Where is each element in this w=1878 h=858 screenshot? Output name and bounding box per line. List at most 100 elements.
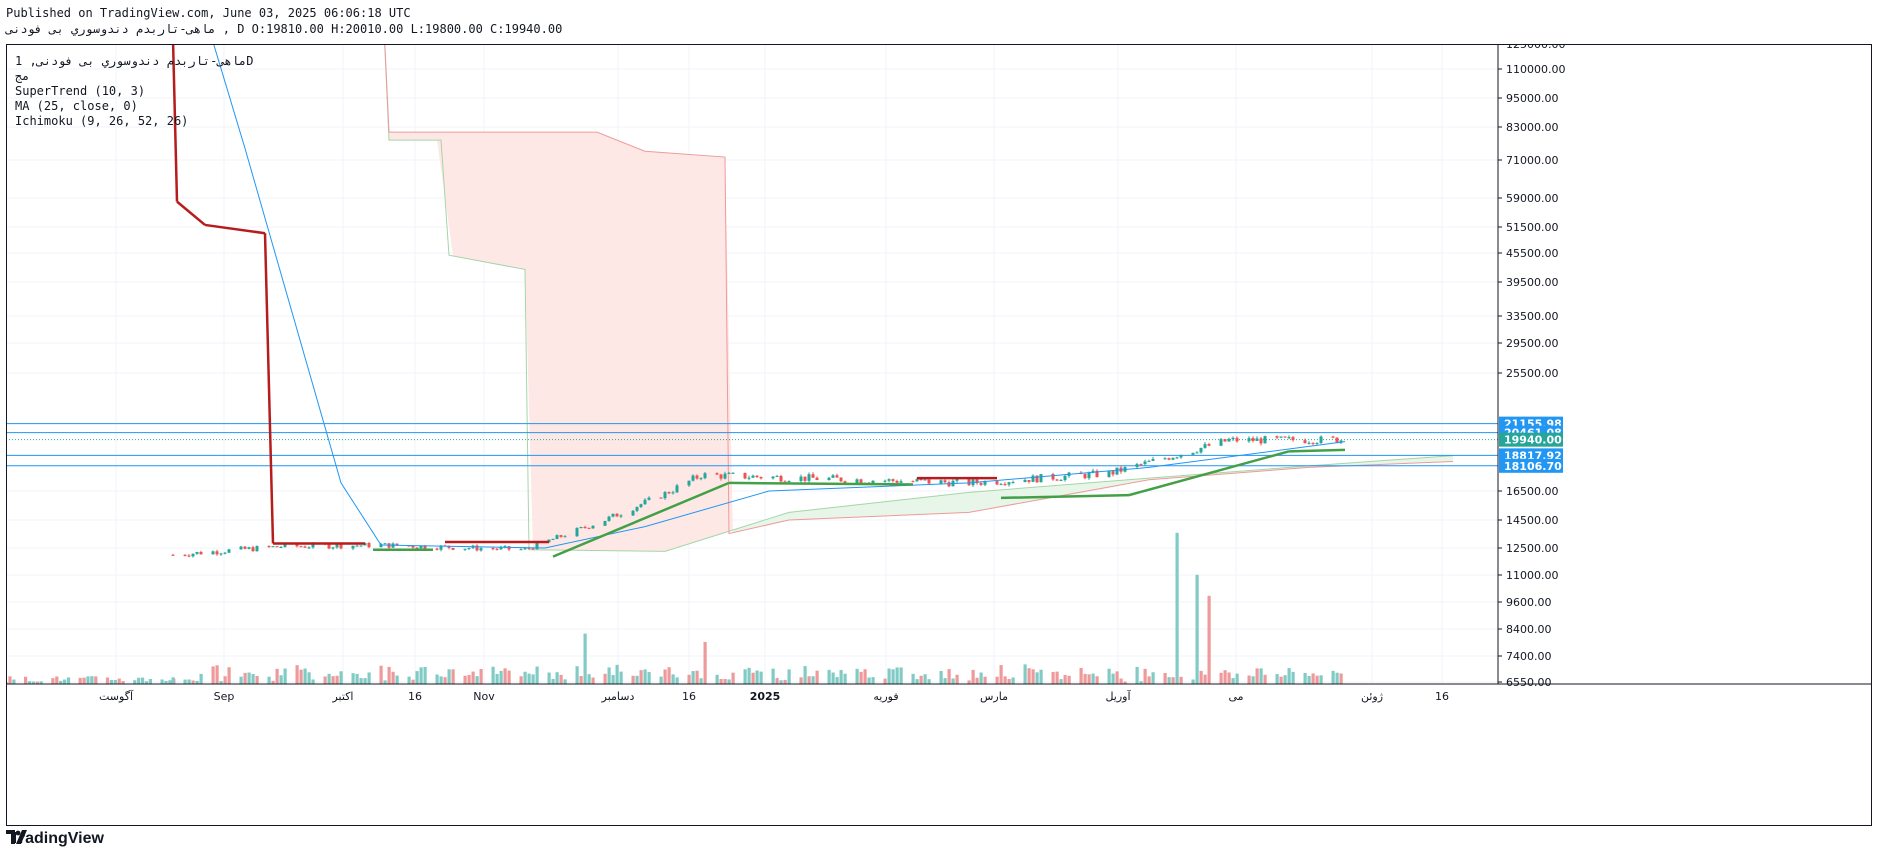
volume-bar bbox=[443, 677, 447, 684]
chart-frame[interactable]: 125000.00 110000.00 95000.00 83000.00 71000.… bbox=[6, 44, 1872, 826]
candle-body bbox=[1255, 438, 1259, 441]
tradingview-logo[interactable]: TradingView bbox=[6, 830, 104, 848]
candle-body bbox=[1195, 452, 1199, 454]
cloud-segment bbox=[549, 132, 557, 551]
candle-body bbox=[1235, 437, 1239, 442]
volume-bar bbox=[227, 667, 231, 684]
legend-symbol: ماهی-تاربدم دندوسوري بی فودنی, 1D bbox=[15, 54, 254, 68]
candle-body bbox=[1207, 444, 1211, 446]
candle-body bbox=[1311, 442, 1315, 444]
y-tick-label: 71000.00 bbox=[1506, 154, 1559, 167]
candle-body bbox=[1171, 457, 1175, 460]
legend-supertrend[interactable]: SuperTrend (10, 3) bbox=[15, 84, 146, 98]
cloud-segment bbox=[893, 499, 901, 516]
candle-body bbox=[975, 479, 979, 484]
candle-body bbox=[783, 481, 787, 483]
volume-bar bbox=[523, 671, 527, 684]
candle-body bbox=[859, 479, 863, 484]
volume-bar bbox=[121, 681, 125, 684]
volume-bar bbox=[887, 668, 891, 684]
candle-body bbox=[1259, 438, 1263, 444]
candle-body bbox=[1039, 474, 1043, 483]
candlestick-chart[interactable]: 125000.00 110000.00 95000.00 83000.00 71000.… bbox=[6, 44, 1872, 826]
volume-bar bbox=[199, 673, 203, 684]
volume-bar bbox=[967, 680, 971, 684]
candle-body bbox=[219, 553, 223, 555]
volume-bar bbox=[591, 677, 595, 684]
volume-bar bbox=[411, 679, 415, 684]
volume-bar bbox=[141, 677, 145, 684]
cloud-segment bbox=[861, 503, 869, 517]
candle-body bbox=[715, 473, 719, 475]
cloud-segment bbox=[917, 497, 925, 515]
cloud-segment bbox=[973, 491, 981, 512]
volume-bar bbox=[815, 670, 819, 684]
volume-bar bbox=[1119, 678, 1123, 684]
volume-bar bbox=[475, 676, 479, 684]
cloud-segment bbox=[941, 494, 949, 514]
x-tick-label: فوریه bbox=[873, 690, 898, 703]
horizontal-levels bbox=[6, 423, 1498, 467]
volume-bar bbox=[255, 675, 259, 684]
candle-body bbox=[619, 515, 623, 517]
volume-bar bbox=[647, 672, 651, 684]
candle-body bbox=[979, 483, 983, 485]
candle-body bbox=[1135, 464, 1139, 467]
volume-bar bbox=[507, 670, 511, 684]
volume-bar bbox=[1167, 677, 1171, 684]
x-tick-label: آوریل bbox=[1105, 689, 1131, 703]
volume-bar bbox=[859, 671, 863, 684]
volume-bar bbox=[1143, 668, 1147, 684]
supertrend-segment bbox=[263, 233, 275, 544]
cloud-segment bbox=[933, 495, 941, 514]
candle-body bbox=[251, 547, 255, 552]
volume-bar bbox=[727, 679, 731, 684]
volume-bar bbox=[619, 671, 623, 684]
x-tick-label: 16 bbox=[408, 690, 422, 703]
volume-bar bbox=[919, 675, 923, 684]
volume-bar bbox=[999, 665, 1003, 684]
candle-body bbox=[267, 546, 271, 548]
legend-ma[interactable]: MA (25, close, 0) bbox=[15, 99, 138, 113]
cloud-segment bbox=[541, 132, 549, 550]
candle-body bbox=[643, 499, 647, 505]
volume-bar bbox=[419, 667, 423, 684]
volume-bar bbox=[1175, 532, 1179, 684]
cloud-segment bbox=[629, 144, 637, 552]
candle-body bbox=[1223, 439, 1227, 442]
volume-bar bbox=[943, 678, 947, 684]
candle-body bbox=[587, 527, 591, 529]
volume-bar bbox=[223, 676, 227, 684]
volume-bar bbox=[1291, 671, 1295, 684]
volume-bar bbox=[563, 679, 567, 684]
candle-body bbox=[947, 482, 951, 487]
candle-body bbox=[1291, 437, 1295, 441]
candle-body bbox=[215, 551, 219, 555]
volume-bar bbox=[771, 668, 775, 684]
volume-bar bbox=[1151, 672, 1155, 684]
volume-bar bbox=[1039, 669, 1043, 684]
volume-bar bbox=[1035, 672, 1039, 684]
candle-body bbox=[475, 545, 479, 551]
published-line: Published on TradingView.com, June 03, 2… bbox=[6, 6, 411, 20]
candle-body bbox=[563, 536, 567, 538]
volume-bar bbox=[86, 676, 90, 684]
y-tick-label: 12500.00 bbox=[1506, 542, 1559, 555]
x-tick-label: ژوئن bbox=[1361, 690, 1383, 703]
candle-body bbox=[699, 478, 703, 480]
volume-bar bbox=[899, 667, 903, 684]
volume-bar bbox=[811, 676, 815, 684]
volume-bar bbox=[383, 680, 387, 684]
volume-bar bbox=[1227, 672, 1231, 684]
y-tick-label: 33500.00 bbox=[1506, 310, 1559, 323]
volume-bar bbox=[747, 667, 751, 684]
candle-body bbox=[923, 479, 927, 481]
volume-bar bbox=[1171, 677, 1175, 684]
volume-bar bbox=[559, 674, 563, 684]
price-label: 18106.70 bbox=[1504, 460, 1562, 473]
legend-ichimoku[interactable]: Ichimoku (9, 26, 52, 26) bbox=[15, 114, 189, 128]
candle-body bbox=[983, 481, 987, 485]
y-tick-label: 29500.00 bbox=[1506, 337, 1559, 350]
candle-body bbox=[183, 554, 187, 556]
candle-body bbox=[871, 480, 875, 484]
